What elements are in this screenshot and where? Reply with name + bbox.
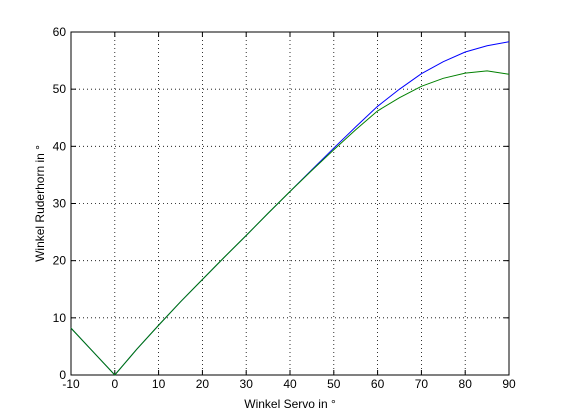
y-tick-label: 40: [53, 139, 67, 153]
x-tick-label: 10: [152, 377, 166, 391]
x-tick-label: 90: [502, 377, 516, 391]
y-tick-label: 50: [53, 82, 67, 96]
x-tick-label: 50: [327, 377, 341, 391]
y-tick-label: 10: [53, 311, 67, 325]
y-axis-label: Winkel Ruderhorn in °: [33, 145, 47, 262]
data-line: [70, 70, 510, 376]
axes-box: [70, 31, 510, 376]
x-tick-label: 80: [459, 377, 473, 391]
y-tick-label: 60: [53, 25, 67, 39]
x-tick-label: 30: [240, 377, 254, 391]
y-tick-label: 0: [59, 368, 66, 382]
x-tick-label: 60: [371, 377, 385, 391]
x-tick-label: 40: [283, 377, 297, 391]
x-tick-label: 70: [415, 377, 429, 391]
y-tick-label: 30: [53, 197, 67, 211]
y-tick-label: 20: [53, 254, 67, 268]
x-axis-label: Winkel Servo in °: [244, 397, 336, 411]
x-tick-label: 0: [111, 377, 118, 391]
x-tick-label: -10: [62, 377, 80, 391]
x-tick-label: 20: [196, 377, 210, 391]
